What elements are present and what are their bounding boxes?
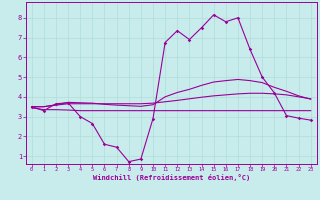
X-axis label: Windchill (Refroidissement éolien,°C): Windchill (Refroidissement éolien,°C) <box>92 174 250 181</box>
